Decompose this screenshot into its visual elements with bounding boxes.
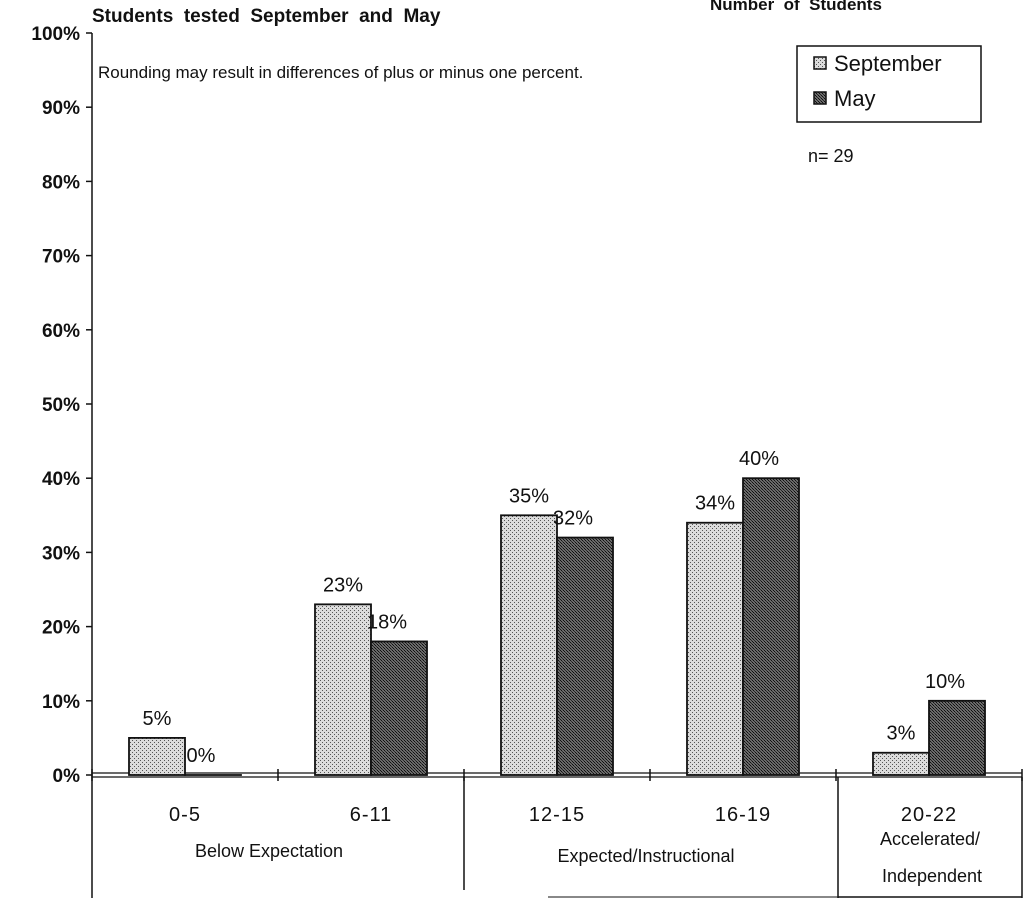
rounding-note: Rounding may result in differences of pl…: [98, 63, 583, 82]
top-right-label: Number of Students: [710, 0, 882, 14]
bar-september-16-19: [686, 521, 744, 776]
group-label-independent: Independent: [882, 866, 982, 886]
legend-swatch-september: [813, 56, 827, 70]
group-label-expected: Expected/Instructional: [557, 846, 734, 866]
n-label: n= 29: [808, 146, 854, 166]
y-tick-label: 20%: [42, 618, 80, 639]
data-label: 0%: [187, 745, 216, 767]
axes: 0% 10% 20% 30% 40% 50% 60% 70% 80% 90% 100% 0-5 6-11…: [31, 24, 1023, 826]
bar-may-16-19: [742, 477, 800, 776]
group-label-below-expectation: Below Expectation: [195, 841, 343, 861]
x-tick-label: 12-15: [529, 804, 585, 826]
bar-september-0-5: [128, 737, 186, 776]
x-tick-label: 6-11: [350, 804, 393, 826]
bar-september-20-22: [872, 751, 930, 776]
y-tick-label: 70%: [42, 247, 80, 268]
legend: September May: [796, 45, 982, 123]
bar-may-20-22: [928, 699, 986, 776]
y-tick-label: 0%: [53, 766, 81, 787]
data-label: 18%: [367, 611, 407, 633]
data-labels: 5% 0% 23%18% 35%32% 34% 40% 3% 10%: [143, 448, 966, 767]
data-label: 40%: [739, 448, 779, 470]
y-tick-label: 100%: [31, 24, 80, 45]
x-tick-label: 20-22: [901, 804, 957, 826]
data-label: 23%: [323, 574, 363, 596]
y-tick-label: 40%: [42, 469, 80, 490]
y-tick-label: 30%: [42, 543, 80, 564]
y-tick-label: 50%: [42, 395, 80, 416]
bar-september-6-11: [314, 603, 372, 776]
bar-may-6-11: [370, 640, 428, 776]
legend-swatch-may: [813, 91, 827, 105]
data-label: 3%: [887, 723, 916, 745]
bars: [128, 477, 986, 776]
y-tick-label: 10%: [42, 692, 80, 713]
y-tick-label: 60%: [42, 321, 80, 342]
legend-label-may: May: [834, 86, 876, 111]
data-label: 32%: [553, 508, 593, 530]
x-tick-label: 0-5: [169, 804, 201, 826]
group-label-accelerated: Accelerated/: [880, 829, 980, 849]
chart-title: Students tested September and May: [92, 6, 441, 27]
y-tick-label: 80%: [42, 172, 80, 193]
data-label: 34%: [695, 493, 735, 515]
bar-september-12-15: [500, 514, 558, 776]
bar-may-12-15: [556, 536, 614, 776]
legend-box: [796, 45, 982, 123]
data-label: 10%: [925, 671, 965, 693]
legend-label-september: September: [834, 51, 942, 76]
data-label: 5%: [143, 708, 172, 730]
data-label: 35%: [509, 485, 549, 507]
y-tick-label: 90%: [42, 98, 80, 119]
x-tick-label: 16-19: [715, 804, 771, 826]
category-table: Below Expectation Expected/Instructional…: [91, 777, 1023, 898]
